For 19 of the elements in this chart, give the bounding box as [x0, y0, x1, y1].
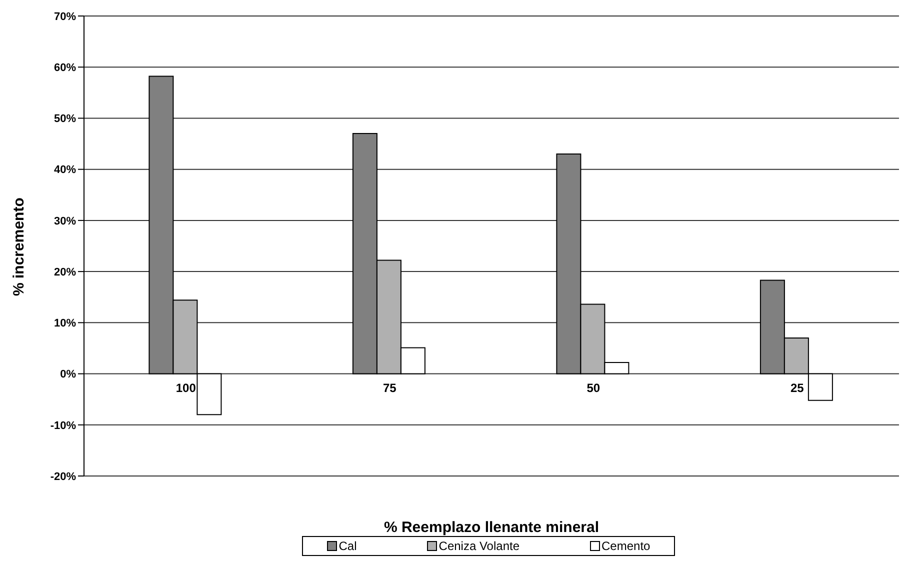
- y-tick-label: 10%: [54, 318, 76, 330]
- y-tick-label: -20%: [50, 470, 76, 483]
- y-tick-label: 70%: [54, 10, 76, 23]
- y-tick-label: 40%: [54, 164, 76, 176]
- x-tick-label: 100: [176, 380, 196, 395]
- x-tick-label: 50: [586, 380, 600, 395]
- x-tick-label: 25: [790, 380, 804, 395]
- y-tick-label: 0%: [60, 368, 76, 381]
- y-tick-label: 60%: [54, 62, 76, 74]
- legend-label: Cemento: [600, 539, 650, 553]
- legend-label: Cal: [338, 539, 357, 553]
- y-tick-label: 20%: [54, 266, 76, 278]
- x-tick-label: 75: [382, 380, 397, 395]
- y-axis-title: % incremento: [10, 198, 28, 296]
- y-tick-label: 30%: [54, 215, 76, 228]
- y-tick-label: -10%: [50, 420, 76, 432]
- x-axis-title: % Reemplazo llenante mineral: [384, 519, 600, 536]
- legend-label: Ceniza Volante: [438, 539, 520, 553]
- y-tick-label: 50%: [54, 113, 76, 126]
